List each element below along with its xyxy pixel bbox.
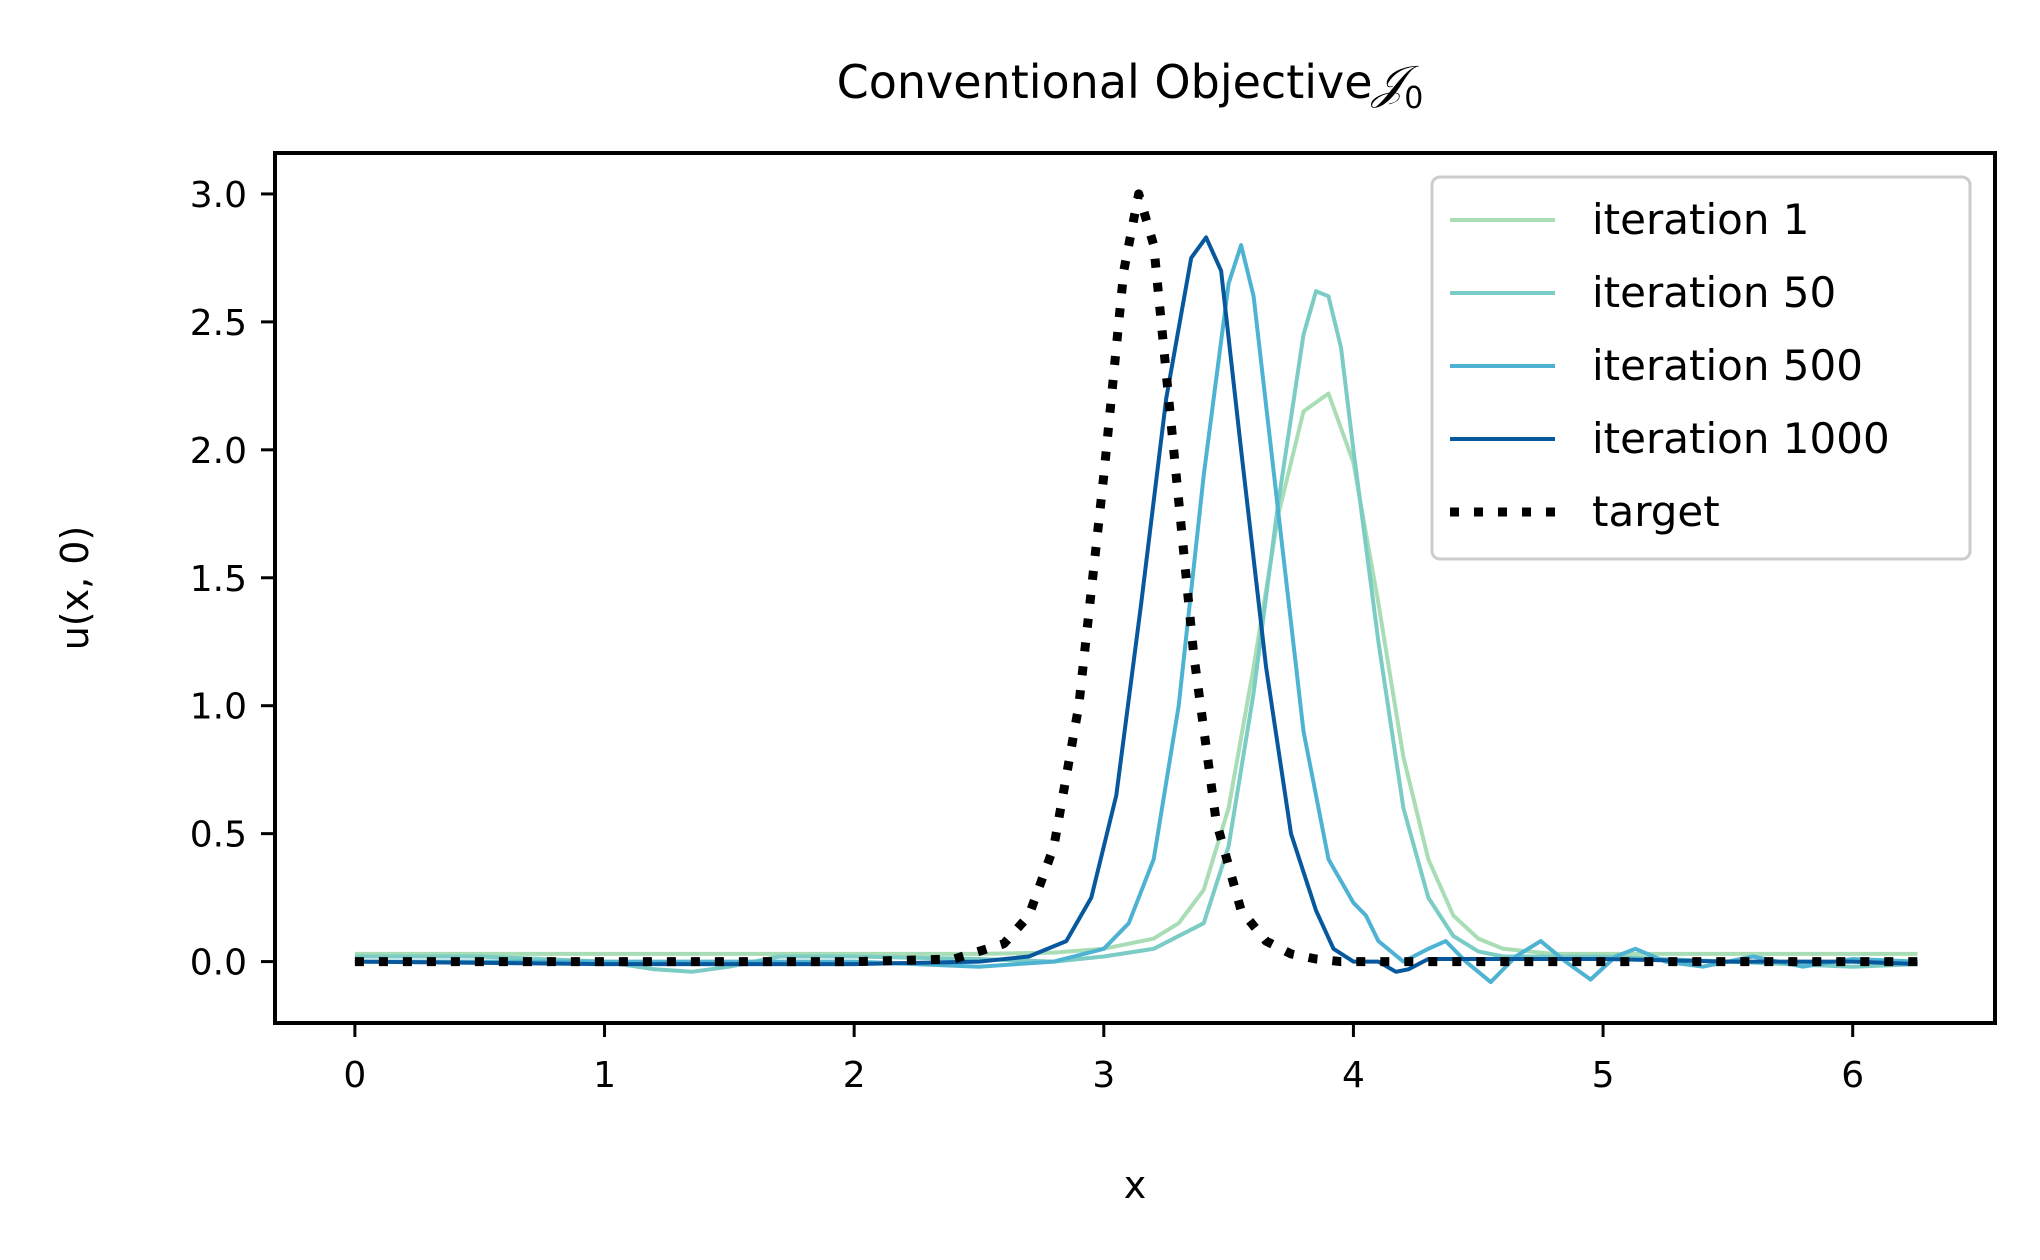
title-math-subscript: 0 — [1404, 81, 1423, 116]
legend-label: iteration 1000 — [1592, 414, 1890, 463]
x-tick-label: 3 — [1092, 1055, 1115, 1096]
series-layer — [354, 189, 1918, 985]
chart-title: Conventional Objective𝒥0 — [837, 55, 1424, 116]
x-axis-label: x — [1124, 1163, 1147, 1207]
series-line-target — [354, 189, 1918, 967]
y-tick-label: 1.5 — [190, 559, 247, 600]
x-tick-label: 6 — [1841, 1055, 1864, 1096]
axes-frame — [273, 151, 1997, 1025]
y-tick-label: 2.0 — [190, 431, 247, 472]
series-line-iteration-1 — [354, 391, 1918, 956]
series-line-iteration-500 — [354, 243, 1918, 985]
x-tick-label: 2 — [843, 1055, 866, 1096]
y-tick-label: 2.5 — [190, 303, 247, 344]
x-tick-label: 4 — [1342, 1055, 1365, 1096]
legend-label: target — [1592, 487, 1720, 536]
y-tick-label: 1.0 — [190, 687, 247, 728]
y-axis-label: u(x, 0) — [53, 526, 97, 651]
x-tick-label: 5 — [1592, 1055, 1615, 1096]
legend-label: iteration 50 — [1592, 268, 1836, 317]
legend-label: iteration 1 — [1592, 195, 1810, 244]
x-axis: 0 1 2 3 4 5 6 — [343, 1023, 1864, 1096]
legend-label: iteration 500 — [1592, 341, 1863, 390]
y-tick-label: 3.0 — [190, 175, 247, 216]
y-tick-label: 0.0 — [190, 943, 247, 984]
y-axis: 0.0 0.5 1.0 1.5 2.0 2.5 3.0 — [190, 175, 275, 984]
y-tick-label: 0.5 — [190, 815, 247, 856]
legend: iteration 1 iteration 50 iteration 500 iter… — [1430, 175, 1972, 561]
x-tick-label: 1 — [593, 1055, 616, 1096]
plot-area — [273, 151, 1997, 1025]
x-tick-label: 0 — [343, 1055, 366, 1096]
legend-box — [1430, 175, 1972, 561]
